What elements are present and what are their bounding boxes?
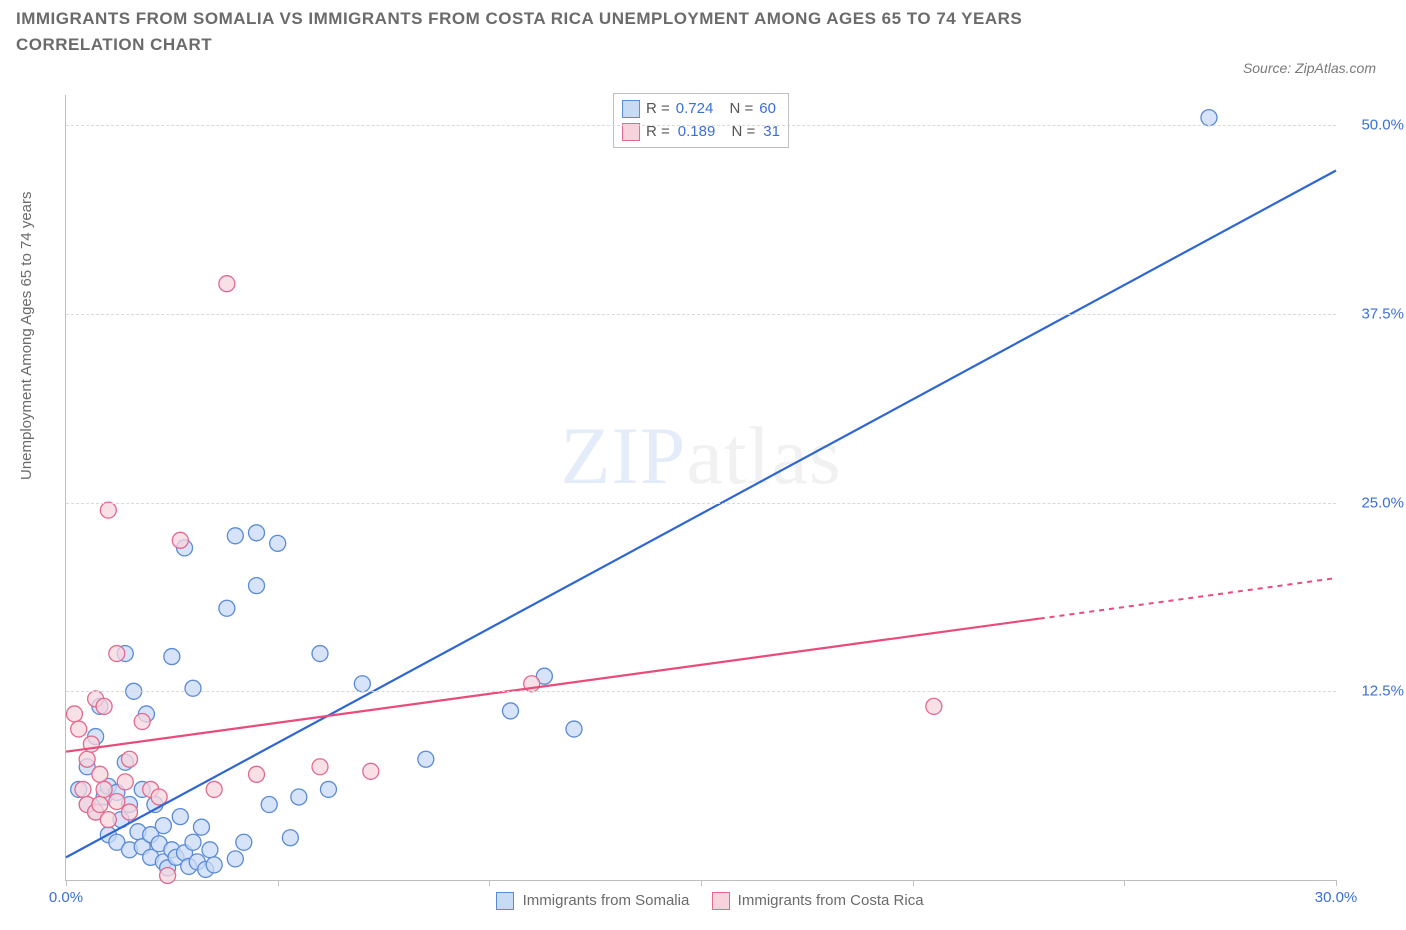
gridline (66, 503, 1336, 504)
plot-area: ZIPatlas R = 0.724 N = 60 R = 0.189 N = … (65, 95, 1336, 881)
xtick (278, 880, 279, 886)
xtick (913, 880, 914, 886)
xtick (701, 880, 702, 886)
ytick-label: 37.5% (1361, 305, 1404, 322)
gridline (66, 691, 1336, 692)
xtick (66, 880, 67, 886)
series-legend: Immigrants from Somalia Immigrants from … (66, 892, 1336, 910)
xtick-label: 0.0% (49, 889, 83, 906)
series-label-costarica: Immigrants from Costa Rica (738, 892, 924, 909)
gridline (66, 314, 1336, 315)
ytick-label: 12.5% (1361, 683, 1404, 700)
series-swatch-costarica (712, 892, 730, 910)
series-swatch-somalia (496, 892, 514, 910)
chart-svg (66, 95, 1336, 880)
ytick-label: 25.0% (1361, 494, 1404, 511)
xtick (1336, 880, 1337, 886)
series-label-somalia: Immigrants from Somalia (523, 892, 690, 909)
source-attribution: Source: ZipAtlas.com (1243, 60, 1376, 76)
xtick (1124, 880, 1125, 886)
gridline (66, 125, 1336, 126)
chart-title: IMMIGRANTS FROM SOMALIA VS IMMIGRANTS FR… (16, 6, 1126, 57)
y-axis-label: Unemployment Among Ages 65 to 74 years (18, 191, 35, 480)
xtick (489, 880, 490, 886)
ytick-label: 50.0% (1361, 117, 1404, 134)
xtick-label: 30.0% (1315, 889, 1358, 906)
